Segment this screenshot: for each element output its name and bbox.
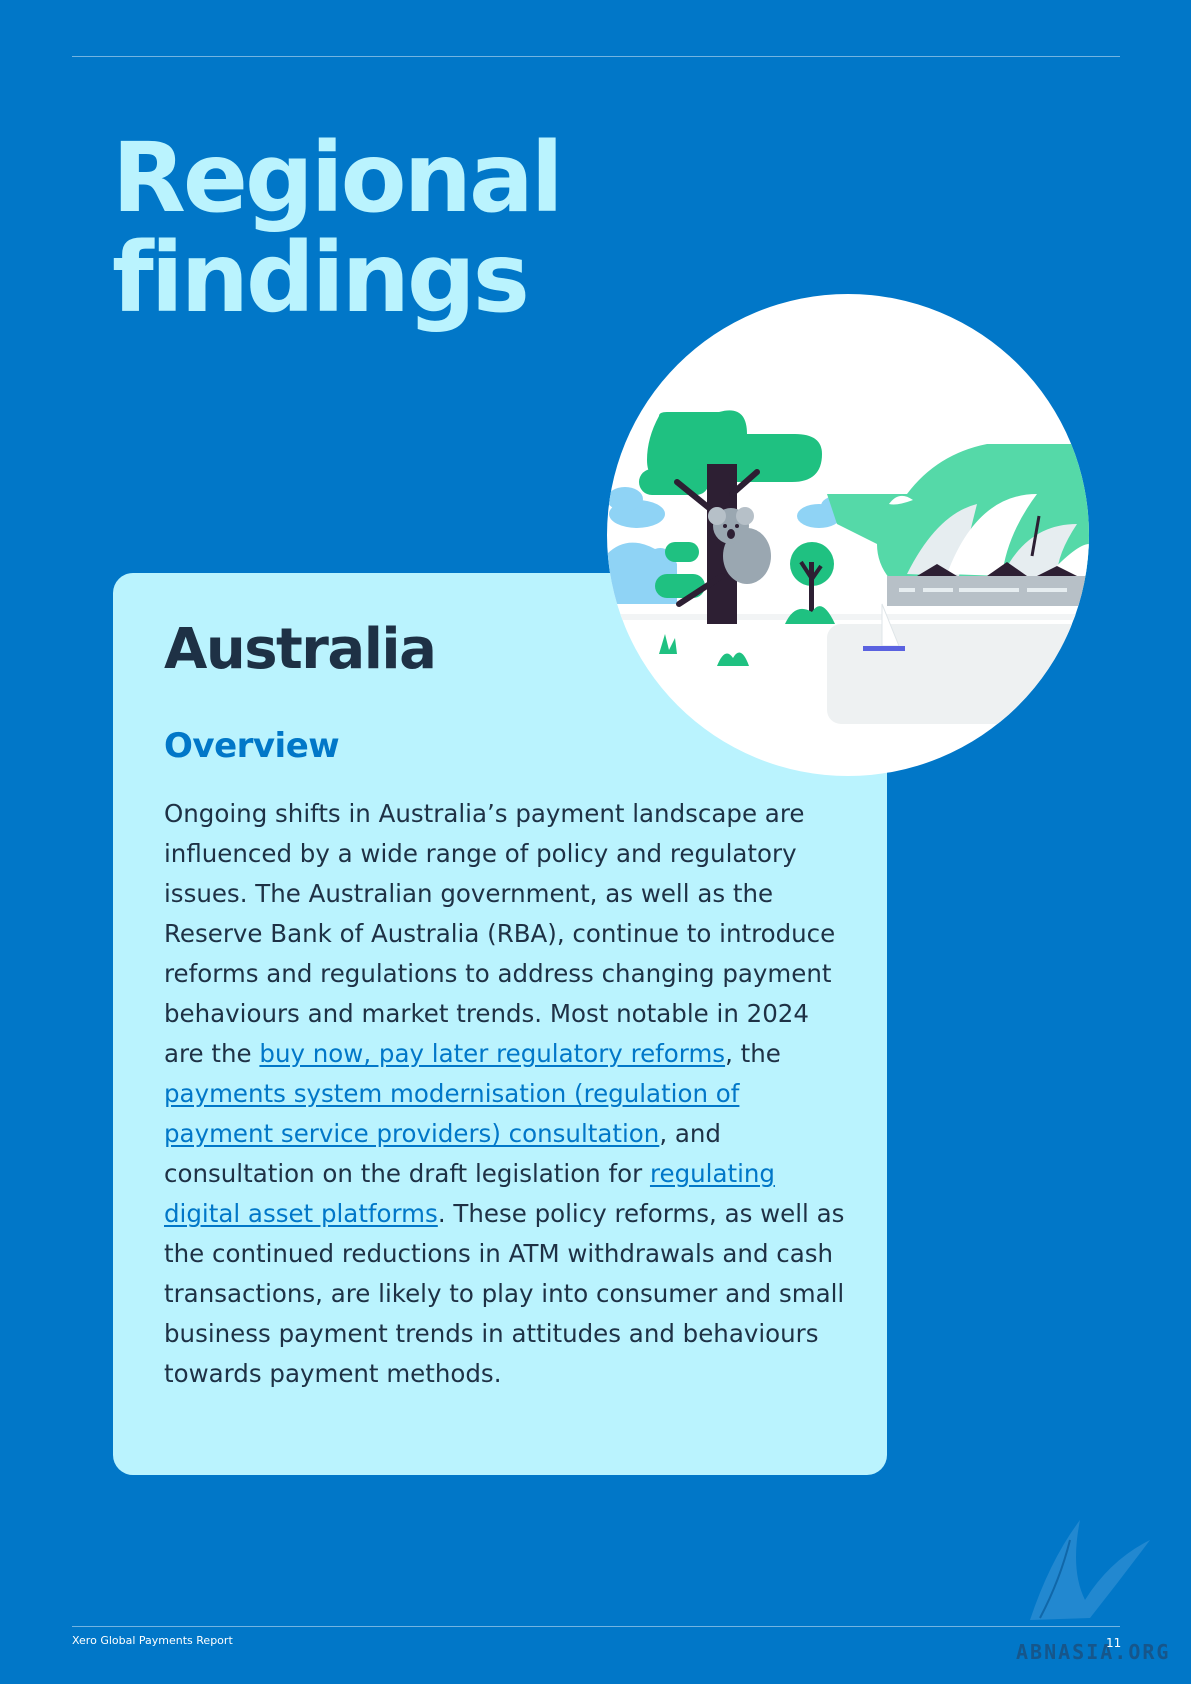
section-title-line-2: findings [112, 222, 530, 334]
top-divider [72, 56, 1120, 57]
digital-asset-platforms-link[interactable]: regulating digital asset platforms [164, 1159, 775, 1228]
page-number: 11 [1106, 1636, 1122, 1650]
section-title: Regional findings [112, 122, 564, 334]
australia-illustration-icon [607, 294, 1089, 776]
bottom-divider [72, 1626, 1120, 1627]
watermark-bird-icon [1030, 1520, 1150, 1620]
section-title-line-1: Regional [112, 122, 564, 234]
country-heading: Australia [164, 617, 437, 682]
bnpl-reforms-link[interactable]: buy now, pay later regulatory reforms [259, 1039, 726, 1068]
overview-text: , and consultation on the draft legislat… [164, 1119, 721, 1188]
watermark-text: ABNASIA.ORG [1016, 1640, 1171, 1664]
overview-text: . These policy reforms, as well as the c… [164, 1199, 845, 1388]
overview-text: , the [725, 1039, 781, 1068]
payments-modernisation-link[interactable]: payments system modernisation (regulatio… [164, 1079, 740, 1148]
overview-text: Ongoing shifts in Australia’s payment la… [164, 799, 836, 1068]
overview-heading: Overview [164, 726, 340, 766]
footer-report-name: Xero Global Payments Report [72, 1634, 233, 1647]
overview-paragraph: Ongoing shifts in Australia’s payment la… [164, 794, 854, 1394]
